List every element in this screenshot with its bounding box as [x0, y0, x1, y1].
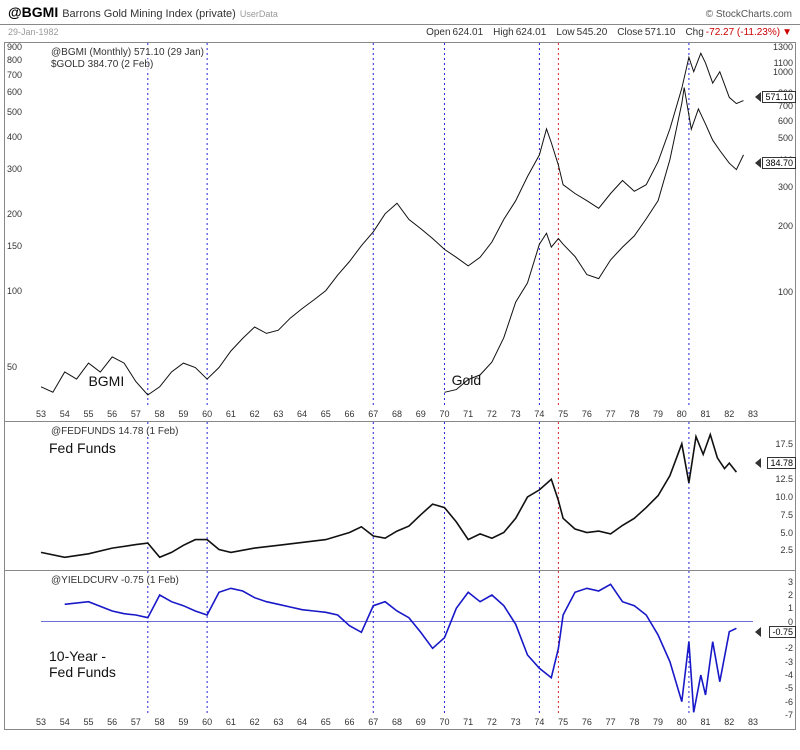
change-value: -72.27 (-11.23%)	[706, 27, 780, 38]
fed-funds-panel: 2.55.07.510.012.515.017.5@FEDFUNDS 14.78…	[4, 421, 796, 571]
down-arrow-icon: ▼	[782, 27, 792, 38]
chart-container: @BGMI Barrons Gold Mining Index (private…	[0, 0, 800, 730]
yield-curve-panel: -7-6-5-4-3-2-10123@YIELDCURV -0.75 (1 Fe…	[4, 570, 796, 730]
chart-meta: UserData	[240, 9, 278, 19]
ticker-symbol: @BGMI	[8, 4, 58, 20]
chart-header: @BGMI Barrons Gold Mining Index (private…	[0, 0, 800, 25]
main-price-panel: 5010015020030040050060070080090010020030…	[4, 42, 796, 422]
attribution: © StockCharts.com	[706, 9, 792, 20]
chart-title: Barrons Gold Mining Index (private)	[62, 8, 236, 20]
date-label: 29-Jan-1982	[8, 27, 59, 37]
ohlc-row: 29-Jan-1982 Open624.01 High624.01 Low545…	[0, 25, 800, 42]
